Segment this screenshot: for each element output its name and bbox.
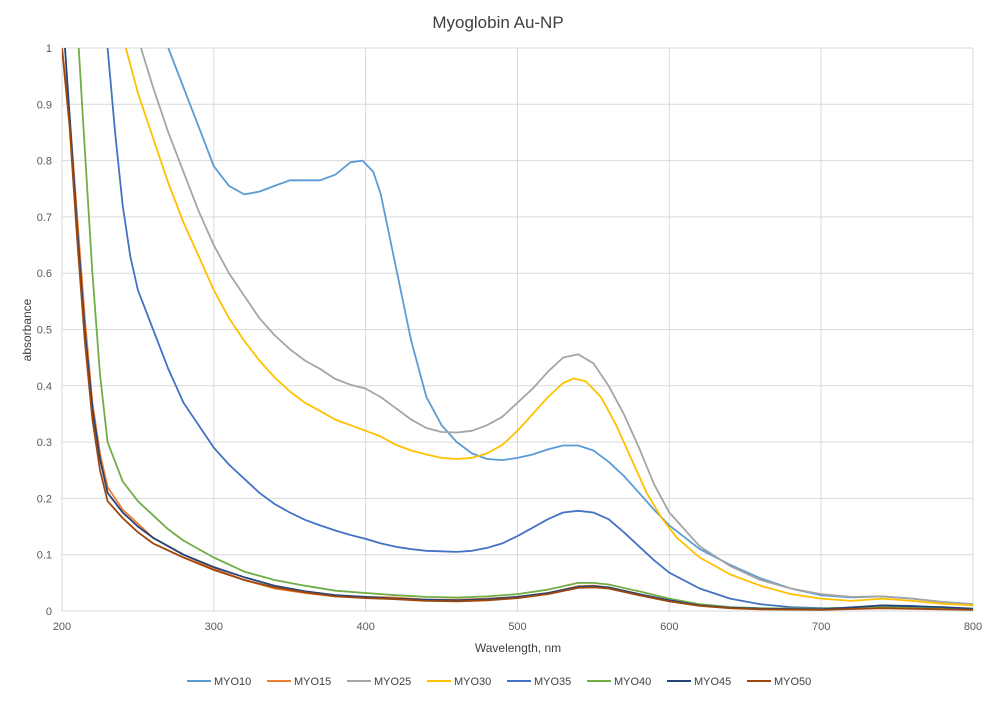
grid-lines	[61, 47, 974, 612]
y-tick-label: 0.6	[37, 268, 52, 280]
legend-label: MYO10	[214, 676, 251, 688]
series-lines	[62, 48, 973, 611]
y-axis-title: absorbance	[20, 298, 34, 361]
y-tick-label: 0.1	[37, 550, 52, 562]
y-tick-label: 0.9	[37, 99, 52, 111]
y-tick-label: 0.5	[37, 325, 52, 337]
y-tick-label: 0	[46, 606, 52, 618]
y-tick-label: 0.7	[37, 212, 52, 224]
x-tick-label: 500	[508, 621, 526, 633]
x-tick-label: 600	[660, 621, 678, 633]
legend-label: MYO50	[774, 676, 811, 688]
series-line-myo10	[167, 48, 973, 606]
x-tick-label: 400	[356, 621, 374, 633]
series-line-myo35	[106, 48, 973, 611]
x-tick-label: 700	[812, 621, 830, 633]
y-tick-label: 0.8	[37, 156, 52, 168]
x-axis-title: Wavelength, nm	[475, 641, 561, 655]
y-tick-label: 0.3	[37, 437, 52, 449]
chart-title: Myoglobin Au-NP	[432, 13, 563, 32]
legend-label: MYO40	[614, 676, 651, 688]
y-tick-label: 1	[46, 43, 52, 55]
y-tick-label: 0.4	[37, 381, 52, 393]
x-tick-label: 300	[205, 621, 223, 633]
y-tick-labels: 0 0.1 0.2 0.3 0.4 0.5 0.6 0.7 0.8 0.9 1	[37, 43, 52, 618]
y-tick-label: 0.2	[37, 493, 52, 505]
legend-label: MYO35	[534, 676, 571, 688]
series-line-myo40	[77, 48, 973, 611]
series-line-myo25	[140, 48, 973, 606]
legend-label: MYO30	[454, 676, 491, 688]
x-tick-label: 800	[964, 621, 982, 633]
legend-label: MYO45	[694, 676, 731, 688]
series-line-myo30	[124, 48, 973, 607]
legend: MYO10 MYO15 MYO25 MYO30 MYO35 MYO40 MYO45 MYO50	[187, 676, 811, 688]
x-tick-labels: 200 300 400 500 600 700 800	[53, 621, 982, 633]
x-tick-label: 200	[53, 621, 71, 633]
series-line-myo50	[62, 48, 973, 611]
legend-label: MYO25	[374, 676, 411, 688]
legend-label: MYO15	[294, 676, 331, 688]
